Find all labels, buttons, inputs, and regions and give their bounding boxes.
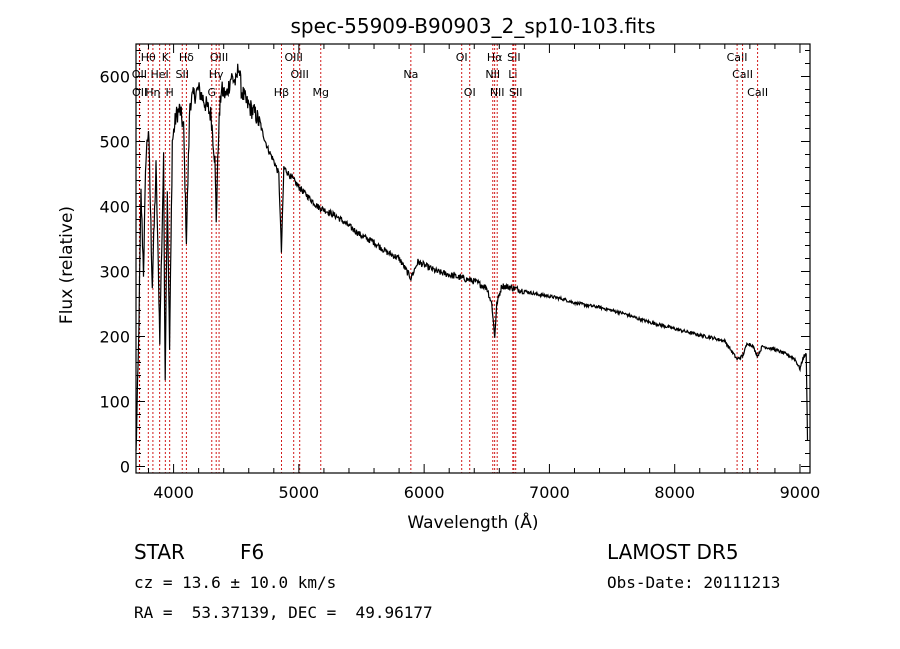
- spectral-line-label: CaII: [732, 68, 753, 81]
- x-tick-label: 7000: [529, 483, 570, 502]
- x-tick-label: 5000: [279, 483, 320, 502]
- spectral-line-label: NII: [485, 68, 500, 81]
- survey-name: LAMOST DR5: [607, 540, 739, 564]
- spectral-line-label: CaII: [747, 86, 768, 99]
- coordinates: RA = 53.37139, DEC = 49.96177: [134, 603, 433, 622]
- spectral-line-label: Mg: [313, 86, 329, 99]
- subclass: F6: [240, 540, 265, 564]
- spectral-line-label: OIII: [210, 51, 228, 64]
- spectral-line-label: G: [208, 86, 217, 99]
- y-tick-label: 400: [99, 198, 130, 217]
- spectral-line-label: OI: [464, 86, 476, 99]
- x-axis: 4000 5000 6000 7000 8000 9000: [148, 44, 821, 502]
- spectral-line-label: OIII: [291, 68, 309, 81]
- spectral-line-label: H: [166, 86, 174, 99]
- x-tick-label: 4000: [153, 483, 194, 502]
- spectral-line-label: Li: [508, 68, 517, 81]
- y-tick-label: 100: [99, 393, 130, 412]
- y-tick-label: 0: [120, 458, 130, 477]
- spectral-line-label: OI: [456, 51, 468, 64]
- spectral-line-label: K: [162, 51, 170, 64]
- spectral-line-label: OIII: [285, 51, 303, 64]
- y-tick-label: 200: [99, 328, 130, 347]
- spectral-line-label: CaII: [727, 51, 748, 64]
- chart-title: spec-55909-B90903_2_sp10-103.fits: [291, 14, 656, 38]
- y-tick-label: 600: [99, 68, 130, 87]
- spectral-line-label: Na: [403, 68, 418, 81]
- y-tick-label: 300: [99, 263, 130, 282]
- spectrum-line: [135, 63, 809, 451]
- spectral-line-label: SII: [175, 68, 188, 81]
- spectral-line-label: SII: [507, 51, 520, 64]
- spectrum-chart: spec-55909-B90903_2_sp10-103.fits Hθ K Hδ O…: [57, 14, 821, 533]
- x-tick-label: 6000: [404, 483, 445, 502]
- spectral-line-label: Hδ: [179, 51, 194, 64]
- spectral-line-label: Hθ: [141, 51, 156, 64]
- spectral-line-label: NII: [490, 86, 505, 99]
- spectral-line-label: Hγ: [209, 68, 224, 81]
- x-tick-label: 9000: [780, 483, 821, 502]
- spectral-line-label: HeI: [151, 68, 169, 81]
- y-axis-label: Flux (relative): [57, 206, 77, 324]
- spectral-line-label: Hα: [487, 51, 503, 64]
- x-axis-label: Wavelength (Å): [407, 511, 538, 533]
- redshift-velocity: cz = 13.6 ± 10.0 km/s: [134, 573, 337, 592]
- plot-frame: [135, 43, 811, 474]
- spectral-line-label: Hη: [145, 86, 160, 99]
- object-type: STAR: [134, 540, 185, 564]
- y-tick-label: 500: [99, 133, 130, 152]
- observation-date: Obs-Date: 20111213: [607, 573, 781, 592]
- spectral-line-label: SII: [509, 86, 522, 99]
- y-axis: 0 100 200 300 400 500 600: [99, 50, 810, 477]
- x-tick-label: 8000: [654, 483, 695, 502]
- spectral-line-label: Hβ: [274, 86, 289, 99]
